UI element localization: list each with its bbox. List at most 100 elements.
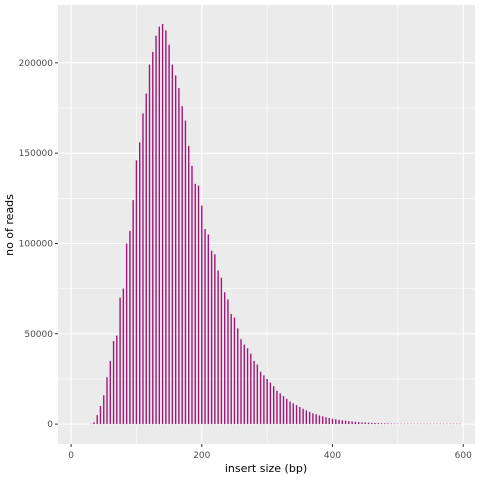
bar [240, 339, 241, 424]
bar [342, 420, 343, 424]
bar [306, 410, 307, 424]
bar [175, 75, 176, 424]
bar [302, 409, 303, 424]
bar [172, 65, 173, 425]
y-axis-title: no of reads [3, 194, 16, 256]
bar [181, 106, 182, 424]
x-tick-label: 0 [68, 451, 74, 461]
bar [322, 416, 323, 424]
bar [355, 422, 356, 424]
bar [378, 423, 379, 424]
bar [217, 271, 218, 425]
bar [391, 424, 392, 425]
bar [132, 200, 133, 424]
bar [312, 413, 313, 424]
bar [384, 423, 385, 424]
bar [381, 423, 382, 424]
bar [345, 421, 346, 424]
bar [266, 379, 267, 424]
bar [139, 142, 140, 424]
bar [204, 229, 205, 424]
bar [119, 298, 120, 424]
bar [224, 292, 225, 424]
bar [348, 421, 349, 424]
bar [250, 354, 251, 424]
bar [97, 415, 98, 424]
bar [247, 348, 248, 424]
bar [201, 206, 202, 425]
bar [214, 254, 215, 424]
bar [106, 377, 107, 424]
x-tick-label: 600 [455, 451, 472, 461]
bar [276, 391, 277, 424]
bar [394, 424, 395, 425]
bar [361, 422, 362, 424]
bar [129, 231, 130, 424]
bar [368, 423, 369, 424]
bar [371, 423, 372, 424]
y-tick-label: 150000 [19, 149, 54, 159]
bar [211, 251, 212, 424]
bar [364, 423, 365, 425]
bar [227, 299, 228, 424]
bar [387, 423, 388, 424]
bar [237, 328, 238, 424]
bar [126, 243, 127, 424]
bar [191, 166, 192, 424]
y-tick-label: 200000 [19, 59, 54, 69]
bar [315, 414, 316, 424]
bar [195, 184, 196, 424]
bar [263, 375, 264, 424]
bar [165, 30, 166, 424]
bar [113, 341, 114, 424]
x-tick-label: 200 [193, 451, 210, 461]
bar [198, 186, 199, 424]
bar [221, 278, 222, 424]
bar [103, 395, 104, 424]
y-tick-label: 50000 [24, 330, 53, 340]
bar [293, 403, 294, 424]
bar [155, 36, 156, 424]
bar [149, 65, 150, 425]
bar [358, 422, 359, 424]
bar [146, 94, 147, 425]
bar [231, 314, 232, 424]
bar [325, 417, 326, 424]
bar [188, 146, 189, 424]
bar [351, 421, 352, 424]
bar [329, 418, 330, 424]
x-tick-label: 400 [324, 451, 341, 461]
bar [208, 234, 209, 424]
bar [100, 406, 101, 424]
bar [335, 419, 336, 424]
bar [273, 386, 274, 424]
bar [168, 45, 169, 424]
bar [159, 27, 160, 424]
bar [296, 405, 297, 424]
bar [283, 396, 284, 424]
bar [286, 399, 287, 424]
bar [185, 121, 186, 425]
bar [270, 383, 271, 425]
bar [162, 24, 163, 424]
bar [299, 407, 300, 424]
bar [234, 318, 235, 425]
bar [257, 365, 258, 425]
bar [136, 160, 137, 424]
bar [338, 420, 339, 424]
bar [142, 113, 143, 424]
bar [319, 415, 320, 424]
y-tick-label: 100000 [19, 239, 54, 249]
bar [178, 88, 179, 424]
bar [110, 361, 111, 424]
bar [253, 361, 254, 424]
bar [280, 393, 281, 424]
x-axis-title: insert size (bp) [225, 462, 307, 475]
bar [309, 412, 310, 424]
bar [332, 419, 333, 424]
bar [289, 402, 290, 425]
y-tick-label: 0 [47, 420, 53, 430]
bar [116, 336, 117, 425]
